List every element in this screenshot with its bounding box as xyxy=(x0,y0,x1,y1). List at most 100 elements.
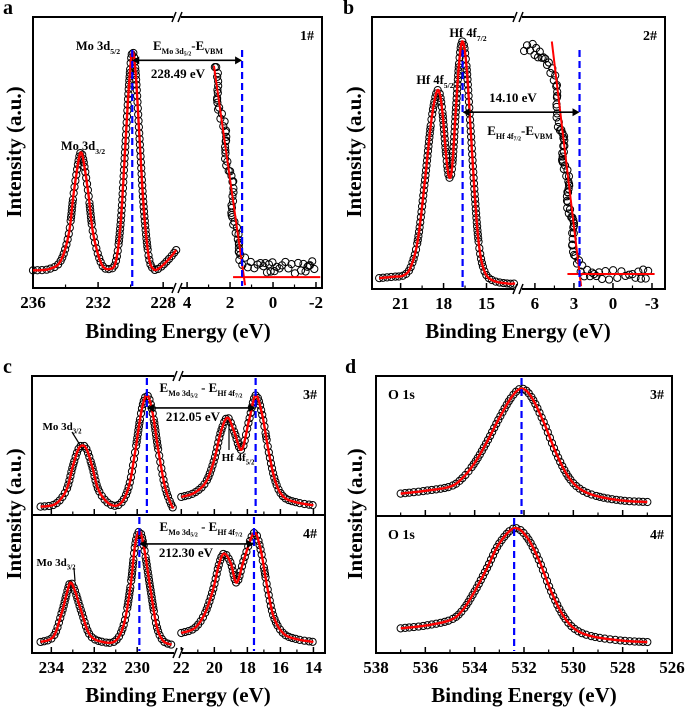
data-point xyxy=(641,274,650,283)
data-point xyxy=(544,58,553,67)
y-axis-title: Intensity (a.u.) xyxy=(2,86,26,217)
data-point xyxy=(553,600,562,609)
data-point xyxy=(551,596,560,605)
data-point xyxy=(196,617,205,626)
data-point xyxy=(529,396,538,405)
data-point xyxy=(222,132,231,141)
y-axis-title: Intensity (a.u.) xyxy=(343,448,367,579)
x-tick-label: 230 xyxy=(124,658,150,677)
energy-difference-label-run: -E xyxy=(521,123,534,138)
data-point xyxy=(162,257,171,266)
data-point xyxy=(229,188,238,197)
gap-value-3-run: 212.05 eV xyxy=(166,409,221,424)
energy-difference-label-run: Mo 3d xyxy=(162,47,185,56)
data-point xyxy=(536,560,545,569)
data-point xyxy=(541,422,550,432)
gap-value-4-run: 212.30 eV xyxy=(159,545,214,560)
x-tick-label: 232 xyxy=(85,293,111,312)
mo-3d32-label-3-run: 3/2 xyxy=(73,428,82,435)
data-point xyxy=(455,476,464,485)
gap-value-3: 212.05 eV xyxy=(166,409,221,424)
data-point xyxy=(117,628,126,637)
data-point xyxy=(486,555,496,564)
energy-difference-label-run: E xyxy=(487,123,496,138)
mo-3d32-label-4: Mo 3d3/2 xyxy=(37,557,77,571)
data-point xyxy=(532,551,541,560)
gap-value-run: 14.10 eV xyxy=(489,90,537,105)
x-tick-label: 528 xyxy=(610,658,636,677)
data-point xyxy=(95,487,104,496)
axis-break-gap xyxy=(514,286,522,292)
series-0 xyxy=(396,384,652,507)
data-point xyxy=(58,253,67,262)
axis-break-mark xyxy=(512,11,518,23)
mo-3d32-label-run: 3/2 xyxy=(95,147,105,156)
data-point xyxy=(205,469,214,478)
panel-letter: b xyxy=(343,0,354,19)
data-point xyxy=(609,266,618,275)
data-point xyxy=(100,495,109,504)
x-tick-label: 15 xyxy=(478,294,495,313)
data-point xyxy=(556,457,565,466)
data-point xyxy=(549,591,558,601)
data-point xyxy=(202,605,211,614)
energy-difference-label-4-run: 5/2 xyxy=(190,532,198,538)
axis-break-gap xyxy=(174,650,182,656)
mo-3d52-label-run: 5/2 xyxy=(110,47,120,56)
energy-difference-label-run: 5/2 xyxy=(184,51,192,57)
data-point xyxy=(147,263,157,272)
data-point xyxy=(114,632,124,641)
sample-label: 4# xyxy=(650,528,664,543)
x-tick-label: 236 xyxy=(20,293,46,312)
data-point xyxy=(526,538,535,547)
data-point xyxy=(539,418,548,427)
data-point xyxy=(478,571,487,581)
data-point xyxy=(194,485,203,495)
x-tick-label: 3 xyxy=(570,294,579,313)
mo-3d52-label: Mo 3d5/2 xyxy=(76,39,120,56)
arrow-head xyxy=(572,108,580,117)
arrow-head xyxy=(132,56,140,65)
energy-difference-label-run: Hf 4f xyxy=(496,132,514,141)
data-point xyxy=(535,408,544,417)
data-point xyxy=(535,47,544,56)
axis-break-mark xyxy=(172,647,178,659)
energy-difference-label-3-run: E xyxy=(160,380,169,395)
data-point xyxy=(170,248,179,257)
panel-c: 234 232 230 22 20 18 16 14 c Intensity (a.u.) Bind… xyxy=(2,356,326,707)
data-point xyxy=(490,546,500,556)
arrow-head xyxy=(139,539,147,548)
mo-3d32-label: Mo 3d3/2 xyxy=(61,139,105,156)
sample-label: 2# xyxy=(643,29,657,44)
energy-difference-label-run: VBM xyxy=(534,132,553,141)
axis-break-mark xyxy=(171,11,177,23)
energy-difference-label-4-run: Hf 4f xyxy=(217,528,235,537)
panel-letter: a xyxy=(3,0,13,19)
axis-break-gap xyxy=(174,373,182,379)
fit-curve xyxy=(40,530,172,646)
data-point xyxy=(546,68,555,78)
arrow-head xyxy=(146,403,154,412)
series-0 xyxy=(28,48,181,275)
peak-label-o1s: O 1s xyxy=(388,528,415,543)
x-tick-label: 526 xyxy=(659,658,685,677)
data-point xyxy=(516,525,525,535)
data-point xyxy=(52,499,61,508)
energy-difference-label-3-run: Hf 4f xyxy=(217,389,235,398)
gap-value: 14.10 eV xyxy=(489,90,537,105)
fit-curve xyxy=(32,50,178,272)
hf-4f72-label-run: Hf 4f xyxy=(449,26,477,40)
y-axis-title: Intensity (a.u.) xyxy=(2,448,26,579)
data-point xyxy=(278,491,287,501)
data-point xyxy=(551,448,561,458)
energy-difference-label-3-run: 7/2 xyxy=(235,393,243,399)
data-point xyxy=(58,492,67,502)
data-point xyxy=(482,563,492,573)
data-point xyxy=(568,228,577,238)
gap-value-run: 228.49 eV xyxy=(151,66,206,81)
data-point xyxy=(583,488,592,497)
data-point xyxy=(294,258,303,268)
data-point xyxy=(547,587,556,596)
data-point xyxy=(502,529,511,538)
x-tick-label: 532 xyxy=(511,658,537,677)
